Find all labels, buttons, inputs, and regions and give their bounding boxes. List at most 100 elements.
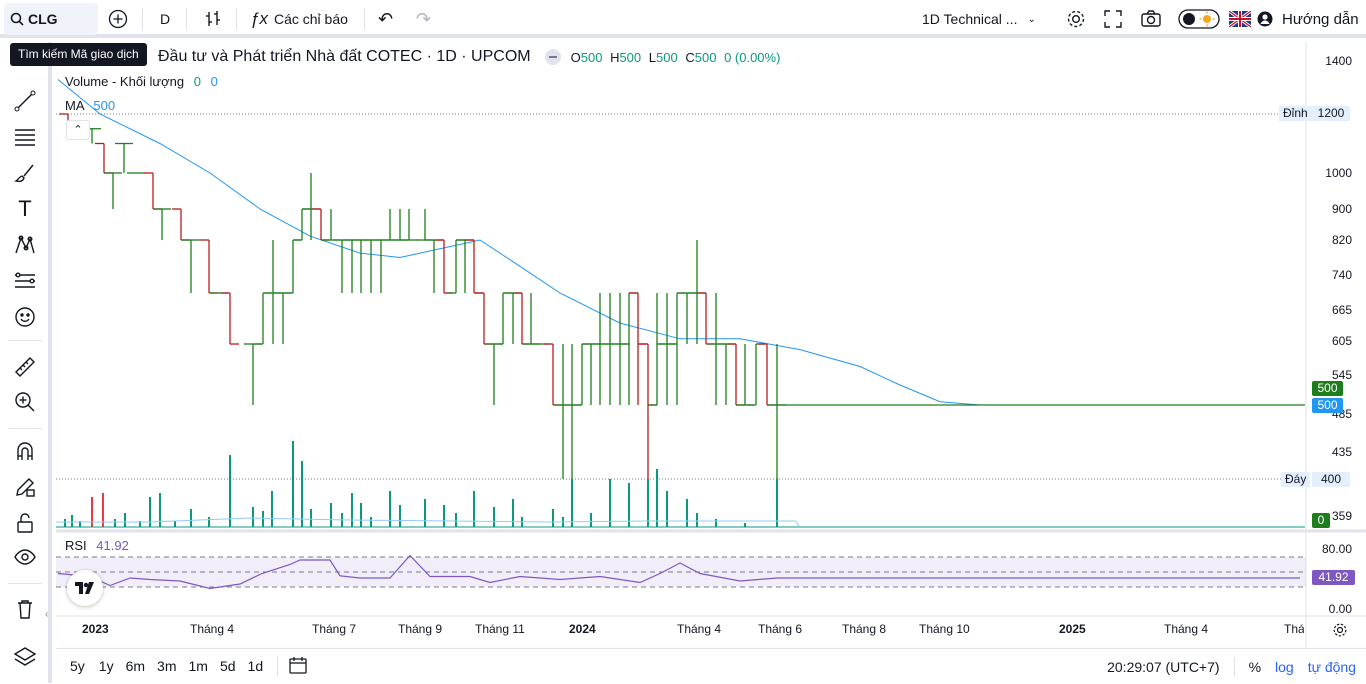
- volume-bar: [776, 479, 778, 527]
- price-bar: [678, 292, 696, 344]
- ma-price-tag: 500: [1312, 398, 1343, 413]
- range-3m[interactable]: 3m: [157, 658, 177, 674]
- rsi-legend[interactable]: RSI 41.92: [65, 538, 129, 553]
- chart-type-button[interactable]: [203, 0, 223, 38]
- price-bar: [372, 239, 390, 293]
- volume-bar: [174, 521, 176, 527]
- close-value: 500: [694, 49, 717, 65]
- auto-scale-toggle[interactable]: tự động: [1307, 658, 1356, 675]
- magnet-icon: [17, 442, 33, 460]
- symbol-search-button[interactable]: CLG: [4, 3, 98, 35]
- screenshot-button[interactable]: [1140, 0, 1162, 38]
- price-bar: [522, 293, 540, 345]
- zoom-in-tool[interactable]: [10, 387, 40, 417]
- measure-tool[interactable]: [10, 352, 40, 382]
- volume-label: Volume - Khối lượng: [65, 74, 185, 89]
- goto-date-button[interactable]: [288, 655, 308, 678]
- percent-toggle[interactable]: %: [1248, 658, 1262, 675]
- icon-tool[interactable]: [10, 302, 40, 332]
- volume-bar: [64, 519, 66, 527]
- chart-settings-button[interactable]: [1332, 622, 1348, 643]
- time-tick: Tháng 9: [398, 622, 443, 636]
- range-1y[interactable]: 1y: [98, 658, 114, 674]
- text-tool[interactable]: T: [10, 194, 40, 224]
- price-bar: [115, 142, 133, 173]
- hide-tool[interactable]: [10, 542, 40, 572]
- theme-toggle[interactable]: [1178, 0, 1220, 38]
- layout-menu-button[interactable]: 1D Technical ... ⌄: [922, 0, 1036, 38]
- trendline-tool[interactable]: [10, 86, 40, 116]
- top-toolbar: CLG D ƒx Các chỉ báo ↶ ↷ 1D Technical ..…: [0, 0, 1366, 38]
- collapse-left-panel[interactable]: ‹: [45, 609, 49, 620]
- price-bar: [400, 209, 418, 241]
- price-bar: [312, 208, 330, 241]
- volume-bar: [351, 493, 353, 527]
- range-5d[interactable]: 5d: [219, 658, 236, 674]
- guide-label: Hướng dẫn: [1282, 10, 1359, 28]
- range-1m[interactable]: 1m: [188, 658, 208, 674]
- compare-symbol-button[interactable]: [108, 0, 128, 38]
- volume-bar: [571, 479, 573, 527]
- price-bar: [658, 293, 676, 405]
- bars-chart-icon: [206, 11, 220, 26]
- volume-bar: [79, 521, 81, 527]
- language-button[interactable]: [1229, 0, 1251, 38]
- undo-button[interactable]: ↶: [378, 0, 393, 38]
- price-bar: [172, 208, 190, 241]
- fullscreen-button[interactable]: [1103, 0, 1123, 38]
- prediction-tool[interactable]: [10, 266, 40, 296]
- time-tick: Tháng 4: [677, 622, 722, 636]
- pattern-tool[interactable]: [10, 230, 40, 260]
- high-value-tag: 1200: [1312, 106, 1350, 121]
- camera-icon: [1141, 10, 1161, 27]
- interval-button[interactable]: D: [160, 11, 171, 27]
- lock-drawing-tool[interactable]: [10, 472, 40, 502]
- price-bar: [629, 292, 647, 405]
- divider: [236, 8, 237, 30]
- collapse-legend-button[interactable]: ⌃: [66, 120, 90, 140]
- fib-tool[interactable]: [10, 122, 40, 152]
- time-tick: Tháng 11: [475, 622, 525, 636]
- volume-bar: [91, 497, 93, 527]
- price-bar: [456, 239, 474, 293]
- remove-tool[interactable]: [10, 594, 40, 624]
- volume-bar: [149, 497, 151, 527]
- volume-legend[interactable]: Volume - Khối lượng 0 0: [65, 74, 218, 89]
- pattern-icon: [15, 235, 35, 254]
- redo-button[interactable]: ↷: [416, 0, 431, 38]
- price-bar: [221, 292, 239, 345]
- brush-tool[interactable]: [10, 158, 40, 188]
- price-bar: [182, 239, 200, 293]
- clock-time[interactable]: 20:29:07 (UTC+7): [1107, 658, 1220, 675]
- range-6m[interactable]: 6m: [125, 658, 146, 674]
- symbol-title: Đầu tư và Phát triển Nhà đất COTEC · 1D …: [158, 48, 531, 65]
- volume-bar: [370, 517, 372, 527]
- lock-all-tool[interactable]: [10, 508, 40, 538]
- function-icon: ƒx: [250, 9, 268, 28]
- volume-bar: [666, 491, 668, 527]
- volume-bar: [686, 499, 688, 527]
- price-tick: 900: [1331, 202, 1352, 216]
- price-bar: [435, 239, 453, 294]
- ma-legend[interactable]: MA 500: [65, 98, 115, 113]
- time-tick: Tháng 10: [919, 622, 970, 636]
- lock-icon: [17, 513, 33, 533]
- rsi-lower-tick: 0.00: [1328, 602, 1352, 616]
- brush-icon: [13, 164, 34, 183]
- volume-bar: [647, 479, 649, 527]
- object-tree-button[interactable]: [10, 642, 40, 672]
- log-toggle[interactable]: log: [1275, 658, 1294, 675]
- range-5y[interactable]: 5y: [70, 658, 85, 674]
- price-bar: [200, 239, 218, 294]
- magnet-tool[interactable]: [10, 437, 40, 467]
- rsi-label: RSI: [65, 538, 87, 553]
- price-bar: [425, 239, 443, 293]
- price-bar: [333, 239, 351, 293]
- guide-button[interactable]: Hướng dẫn: [1257, 0, 1359, 38]
- indicators-button[interactable]: ƒx Các chỉ báo: [250, 0, 348, 38]
- range-1d[interactable]: 1d: [247, 658, 264, 674]
- settings-button[interactable]: [1065, 0, 1087, 38]
- price-tick: 820: [1331, 233, 1352, 247]
- tradingview-logo[interactable]: [67, 570, 103, 606]
